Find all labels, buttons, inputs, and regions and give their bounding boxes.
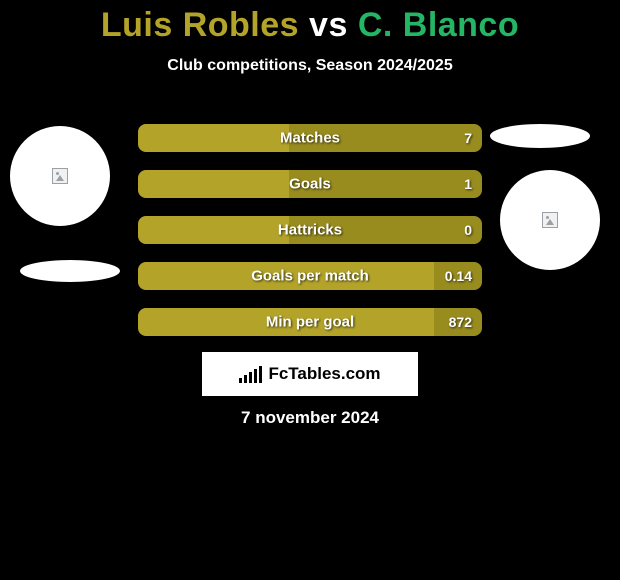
bar-label: Matches [280, 130, 340, 147]
player1-shadow [20, 260, 120, 282]
stat-bar: Goals 1 [138, 170, 482, 198]
player2-shadow [490, 124, 590, 148]
image-placeholder-icon [542, 212, 558, 228]
bar-value-right: 1 [464, 176, 472, 192]
player2-name: C. Blanco [358, 6, 519, 44]
bar-label: Hattricks [278, 222, 342, 239]
stat-bar: Matches 7 [138, 124, 482, 152]
player1-name: Luis Robles [101, 6, 299, 44]
image-placeholder-icon [52, 168, 68, 184]
bar-label: Goals per match [251, 268, 369, 285]
stat-bar: Min per goal 872 [138, 308, 482, 336]
comparison-title: Luis Robles vs C. Blanco [0, 0, 620, 45]
bar-label: Min per goal [266, 314, 354, 331]
bar-label: Goals [289, 176, 331, 193]
player1-avatar [10, 126, 110, 226]
stat-bar: Hattricks 0 [138, 216, 482, 244]
comparison-bars: Matches 7 Goals 1 Hattricks 0 Goals per match 0… [138, 124, 482, 354]
bar-value-right: 872 [449, 314, 472, 330]
logo-text: FcTables.com [268, 364, 380, 384]
bar-segment-player1 [138, 124, 289, 152]
bar-value-right: 0.14 [445, 268, 472, 284]
date-text: 7 november 2024 [0, 408, 620, 428]
bar-value-right: 7 [464, 130, 472, 146]
bar-segment-player1 [138, 170, 289, 198]
subtitle: Club competitions, Season 2024/2025 [0, 57, 620, 75]
player2-avatar [500, 170, 600, 270]
fctables-logo: FcTables.com [202, 352, 418, 396]
vs-text: vs [309, 6, 348, 44]
stat-bar: Goals per match 0.14 [138, 262, 482, 290]
bar-value-right: 0 [464, 222, 472, 238]
bar-segment-player1 [138, 216, 289, 244]
signal-icon [239, 365, 262, 383]
